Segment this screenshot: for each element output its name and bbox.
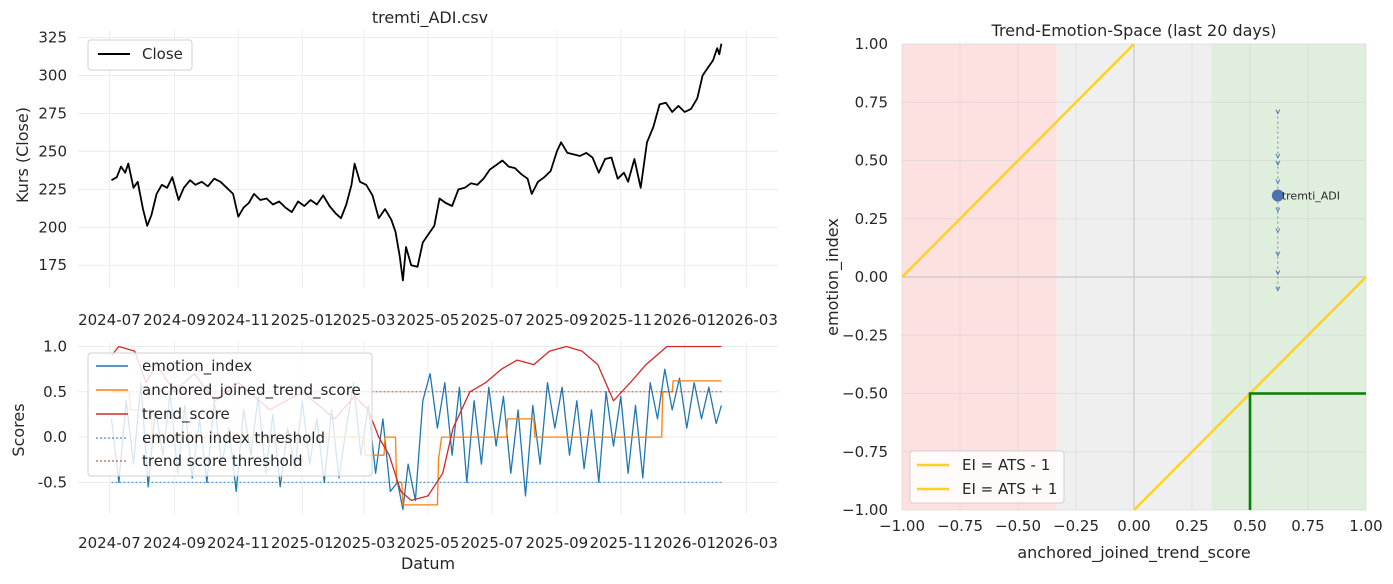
price-y-tick-label: 175	[38, 256, 67, 274]
price-x-tick-label: 2024-11	[207, 311, 270, 329]
scores-x-tick-label: 2026-03	[715, 534, 778, 552]
trail-marker	[1275, 270, 1281, 276]
space-x-label: anchored_joined_trend_score	[1017, 543, 1250, 563]
price-y-tick-label: 275	[38, 104, 67, 122]
scores-y-tick-label: -0.5	[38, 473, 67, 491]
legend-label-emotion-threshold: emotion index threshold	[142, 429, 325, 447]
scores-x-tick-label: 2024-11	[207, 534, 270, 552]
price-y-tick-label: 225	[38, 180, 67, 198]
space-x-tick-label: −0.75	[937, 517, 983, 535]
price-x-tick-label: 2025-11	[589, 311, 652, 329]
trail-marker	[1275, 286, 1281, 292]
scores-x-tick-label: 2024-09	[143, 534, 206, 552]
space-x-tick-label: 0.00	[1117, 517, 1150, 535]
trail-marker	[1275, 228, 1281, 234]
space-x-ticks: −1.00 −0.75 −0.50 −0.25 0.00 0.25 0.50 0.75 1.00	[879, 517, 1383, 535]
scores-legend-box	[87, 352, 373, 477]
space-x-tick-label: −1.00	[879, 517, 925, 535]
price-y-tick-label: 325	[38, 29, 67, 47]
price-y-tick-label: 300	[38, 67, 67, 85]
space-title: Trend-Emotion-Space (last 20 days)	[991, 21, 1277, 40]
space-lines	[901, 43, 1367, 511]
price-legend: Close	[87, 39, 193, 71]
line-ei-ats-1	[901, 43, 1135, 278]
price-x-tick-label: 2024-09	[143, 311, 206, 329]
space-y-label: emotion_index	[823, 218, 843, 336]
trail-marker	[1275, 153, 1281, 159]
price-legend-box	[87, 39, 193, 71]
price-title: tremti_ADI.csv	[372, 8, 488, 28]
series-line-close	[111, 43, 723, 282]
price-x-tick-label: 2025-07	[461, 311, 524, 329]
space-x-tick-label: 1.00	[1349, 517, 1382, 535]
trail-marker	[1275, 179, 1281, 185]
space-x-tick-label: 0.75	[1291, 517, 1324, 535]
price-y-tick-label: 200	[38, 218, 67, 236]
price-series	[111, 43, 723, 282]
space-y-tick-label: 0.50	[855, 152, 888, 170]
space-y-tick-label: 0.00	[855, 268, 888, 286]
scores-x-tick-label: 2024-07	[78, 534, 141, 552]
scores-x-tick-label: 2025-11	[589, 534, 652, 552]
scores-x-tick-label: 2025-01	[271, 534, 334, 552]
space-y-tick-label: 0.75	[855, 93, 888, 111]
target-box	[1248, 392, 1366, 510]
legend-label-emotion-index: emotion_index	[142, 357, 252, 376]
space-panel: tremti_ADI Trend-Emotion-Space (last 20 …	[823, 21, 1383, 563]
legend-label-ei-ats-plus: EI = ATS + 1	[962, 480, 1057, 498]
price-y-label: Kurs (Close)	[13, 107, 32, 203]
price-x-tick-label: 2026-01	[653, 311, 716, 329]
price-x-tick-label: 2024-07	[78, 311, 141, 329]
space-legend: EI = ATS - 1 EI = ATS + 1	[909, 450, 1065, 504]
current-point-label: tremti_ADI	[1282, 189, 1340, 202]
scores-panel: Scores Datum -0.5 0.0 0.5 1.0 2024-07 2024-0…	[9, 338, 778, 573]
space-y-tick-label: 1.00	[855, 35, 888, 53]
price-y-tick-label: 250	[38, 142, 67, 160]
price-x-tick-label: 2025-01	[271, 311, 334, 329]
scores-x-tick-label: 2025-07	[461, 534, 524, 552]
legend-label-trend-threshold: trend score threshold	[142, 452, 302, 470]
scores-legend: emotion_index anchored_joined_trend_scor…	[87, 352, 373, 477]
price-y-ticks: 175 200 225 250 275 300 325	[38, 29, 67, 275]
scores-x-tick-label: 2026-01	[653, 534, 716, 552]
price-x-tick-label: 2025-05	[397, 311, 460, 329]
space-x-tick-label: −0.50	[995, 517, 1041, 535]
price-x-ticks: 2024-07 2024-09 2024-11 2025-01 2025-03 2025-…	[78, 311, 778, 329]
legend-label-ei-ats-minus: EI = ATS - 1	[962, 456, 1050, 474]
scores-y-tick-label: 0.5	[43, 383, 67, 401]
scores-y-tick-label: 1.0	[43, 338, 67, 356]
price-x-tick-label: 2025-09	[526, 311, 589, 329]
trail-marker	[1275, 109, 1281, 115]
scores-x-ticks: 2024-07 2024-09 2024-11 2025-01 2025-03 2025-…	[78, 534, 778, 552]
legend-label-close: Close	[142, 45, 183, 63]
price-grid	[78, 30, 778, 288]
legend-label-anchored-score: anchored_joined_trend_score	[142, 381, 361, 400]
space-trail: tremti_ADI	[1271, 109, 1340, 292]
space-y-ticks: −1.00 −0.75 −0.50 −0.25 0.00 0.25 0.50 0.75 1.00	[842, 35, 888, 519]
trail-marker	[1275, 160, 1281, 166]
space-x-tick-label: 0.25	[1175, 517, 1208, 535]
scores-y-label: Scores	[9, 403, 28, 456]
space-y-tick-label: 0.25	[855, 210, 888, 228]
space-y-tick-label: −0.25	[842, 326, 888, 344]
scores-y-tick-label: 0.0	[43, 428, 67, 446]
space-y-tick-label: −1.00	[842, 501, 888, 519]
legend-label-trend-score: trend_score	[142, 405, 230, 424]
scores-x-label: Datum	[401, 554, 455, 573]
current-point	[1271, 189, 1284, 202]
trail-marker	[1275, 207, 1281, 213]
price-x-tick-label: 2026-03	[715, 311, 778, 329]
space-y-tick-label: −0.50	[842, 385, 888, 403]
price-x-tick-label: 2025-03	[333, 311, 396, 329]
trail-marker	[1275, 251, 1281, 257]
space-x-tick-label: −0.25	[1053, 517, 1099, 535]
scores-x-tick-label: 2025-05	[397, 534, 460, 552]
space-x-tick-label: 0.50	[1233, 517, 1266, 535]
space-y-tick-label: −0.75	[842, 443, 888, 461]
scores-y-ticks: -0.5 0.0 0.5 1.0	[38, 338, 67, 492]
scores-x-tick-label: 2025-03	[333, 534, 396, 552]
scores-x-tick-label: 2025-09	[526, 534, 589, 552]
price-panel: tremti_ADI.csv Kurs (Close) 175 200 225 250…	[13, 8, 778, 329]
